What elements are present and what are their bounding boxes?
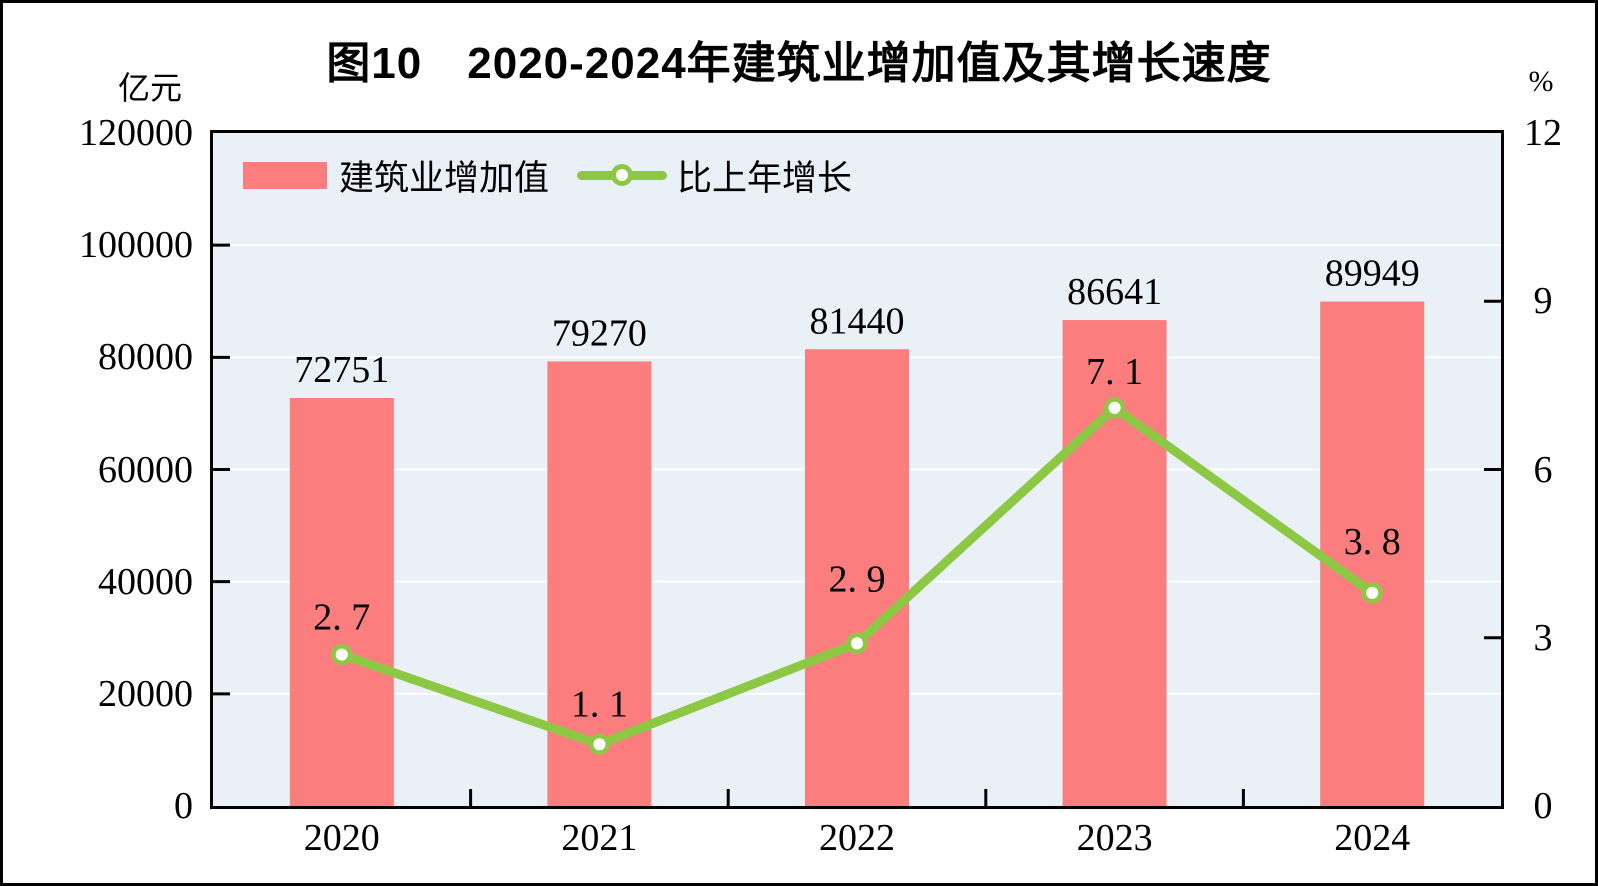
left-axis-tick-label: 80000 xyxy=(98,336,193,379)
figure-title: 图10 2020-2024年建筑业增加值及其增长速度 xyxy=(326,39,1272,88)
right-axis-unit-label: % xyxy=(1528,65,1554,98)
chart-canvas: 72751 79270 81440 86641 89949 2. 7 1. 1 2. 9 7. … xyxy=(213,243,1501,806)
x-axis-label: 2020 xyxy=(303,817,380,859)
bar-value-label: 81440 xyxy=(810,300,905,342)
legend-bar-label: 建筑业增加值 xyxy=(339,158,550,198)
marker-2023 xyxy=(1104,397,1126,419)
bar-2023 xyxy=(1062,320,1167,806)
bar-2020 xyxy=(289,397,394,806)
marker-2022 xyxy=(846,632,868,654)
right-axis-tick-label: 0 xyxy=(1533,785,1553,827)
left-axis-unit-label: 亿元 xyxy=(117,70,182,106)
bar-value-label: 72751 xyxy=(294,349,389,391)
right-axis-tick-label: 3 xyxy=(1533,616,1553,659)
left-axis-tick-label: 40000 xyxy=(98,560,193,603)
plot-area: 72751 79270 81440 86641 89949 2. 7 1. 1 2. 9 7. … xyxy=(210,130,1504,809)
legend-line-marker xyxy=(577,164,668,186)
left-axis-tick-label: 120000 xyxy=(79,112,193,154)
marker-2024 xyxy=(1361,582,1383,604)
bar-2024 xyxy=(1320,301,1425,806)
legend-bar-swatch xyxy=(243,161,327,189)
right-axis-tick-label: 9 xyxy=(1533,280,1553,323)
x-axis-label: 2021 xyxy=(561,817,638,859)
marker-2021 xyxy=(588,733,610,755)
bar-value-label: 79270 xyxy=(552,312,647,354)
marker-2020 xyxy=(331,644,353,666)
left-axis-tick-label: 20000 xyxy=(98,672,193,715)
growth-value-label: 7. 1 xyxy=(1086,351,1143,393)
x-axis-label: 2023 xyxy=(1076,817,1153,859)
right-axis-tick-label: 6 xyxy=(1533,448,1553,491)
growth-value-label: 2. 9 xyxy=(829,558,886,600)
legend: 建筑业增加值 比上年增长 xyxy=(243,157,852,198)
bar-2022 xyxy=(805,349,909,806)
x-axis-label: 2022 xyxy=(818,817,895,859)
growth-value-label: 3. 8 xyxy=(1344,521,1401,563)
legend-line-dot-icon xyxy=(611,164,634,186)
left-axis-tick-label: 0 xyxy=(174,785,193,827)
legend-line-label: 比上年增长 xyxy=(677,158,853,198)
bar-value-label: 86641 xyxy=(1067,271,1162,313)
x-axis-label: 2024 xyxy=(1334,817,1411,859)
bar-value-label: 89949 xyxy=(1325,253,1420,295)
left-axis-tick-label: 100000 xyxy=(79,224,193,267)
growth-value-label: 2. 7 xyxy=(313,597,370,639)
right-axis-tick-label: 12 xyxy=(1524,112,1562,154)
growth-value-label: 1. 1 xyxy=(571,683,628,725)
left-axis-tick-label: 60000 xyxy=(98,448,193,491)
